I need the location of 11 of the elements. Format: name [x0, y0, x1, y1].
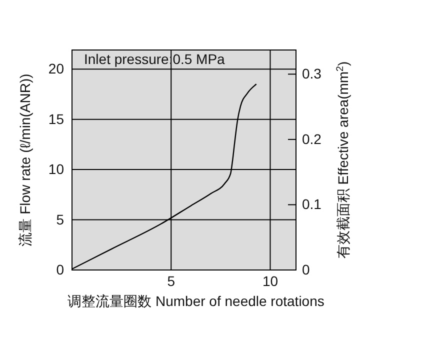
y2-tick-label: 0 — [302, 261, 310, 278]
x-axis-title: 调整流量圈数 Number of needle rotations — [68, 293, 324, 309]
y-axis-title: 流量 Flow rate (ℓ/min(ANR)) — [17, 74, 33, 246]
y2-tick-label: 0.1 — [302, 196, 322, 212]
y-tick-label: 5 — [56, 211, 64, 228]
y-tick-label: 10 — [48, 161, 64, 178]
y2-tick-label: 0.3 — [302, 66, 322, 82]
y-tick-label: 0 — [56, 261, 64, 278]
y-tick-label: 15 — [48, 110, 64, 127]
y-tick-label: 20 — [48, 60, 64, 77]
y2-tick-label: 0.2 — [302, 130, 322, 147]
